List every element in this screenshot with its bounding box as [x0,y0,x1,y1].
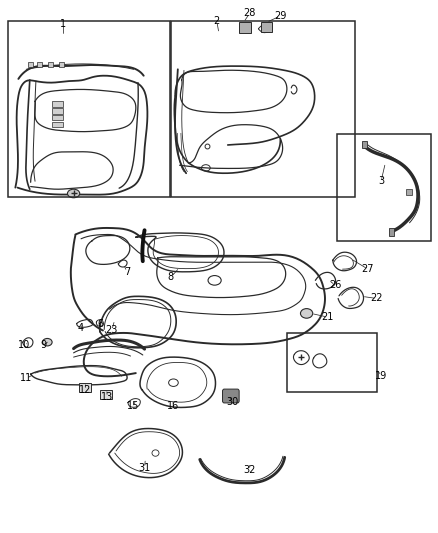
Bar [52,101,63,107]
Bar [287,333,377,392]
FancyBboxPatch shape [223,389,239,403]
Text: 26: 26 [329,280,341,290]
Text: 32: 32 [244,465,256,475]
Bar [8,21,170,197]
Ellipse shape [208,276,221,285]
Bar [52,108,63,114]
Bar [239,22,251,33]
Text: 1: 1 [60,19,67,29]
Text: 21: 21 [321,312,334,322]
Text: 3: 3 [378,176,384,186]
Bar [337,134,431,241]
Ellipse shape [300,309,313,318]
Bar [52,122,63,127]
Text: 23: 23 [106,326,118,335]
Text: 29: 29 [274,11,286,21]
Text: 22: 22 [371,294,383,303]
Bar [100,390,112,399]
Text: 28: 28 [244,9,256,18]
Text: 19: 19 [375,371,387,381]
Bar [79,383,91,392]
Bar [28,62,33,67]
Text: 15: 15 [127,401,140,411]
Text: 10: 10 [18,341,30,350]
Text: 6: 6 [98,319,104,328]
Text: 8: 8 [168,272,174,282]
Text: 12: 12 [79,385,92,395]
Bar [261,22,272,32]
Text: 4: 4 [78,323,84,333]
Text: 30: 30 [226,398,238,407]
Ellipse shape [169,379,178,386]
Ellipse shape [152,450,159,456]
Bar [59,62,64,67]
Ellipse shape [67,189,80,198]
Text: 9: 9 [41,341,47,350]
Bar [52,115,63,120]
Bar [362,141,367,148]
Text: 13: 13 [101,392,113,402]
Text: 27: 27 [362,264,374,274]
Text: 16: 16 [167,401,179,411]
Ellipse shape [42,338,52,346]
Bar [171,21,355,197]
Text: 31: 31 [138,463,151,473]
Text: 2: 2 [214,17,220,26]
Bar [389,228,394,236]
Text: 7: 7 [124,267,130,277]
Text: 11: 11 [20,374,32,383]
Bar [37,62,42,67]
Bar [48,62,53,67]
